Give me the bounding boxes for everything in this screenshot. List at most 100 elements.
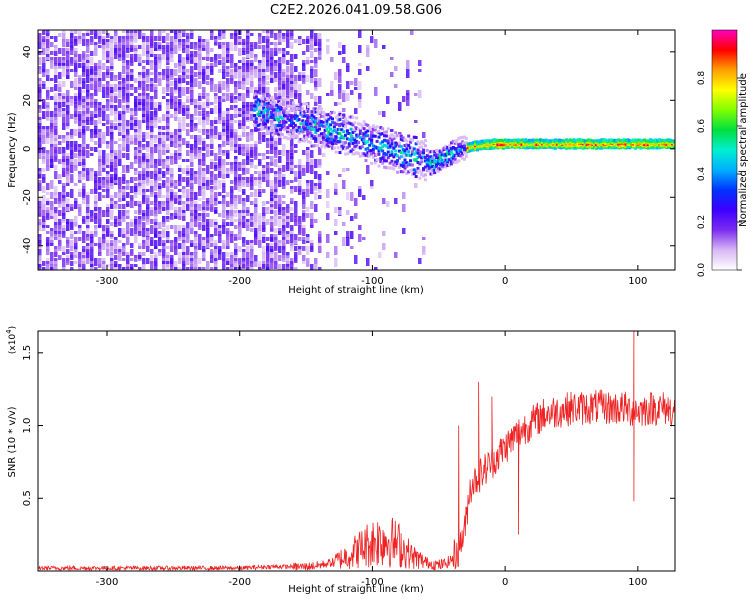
- heatmap-cell: [126, 99, 130, 102]
- heatmap-cell: [78, 192, 82, 197]
- heatmap-cell: [114, 264, 118, 267]
- signal-trace-cell: [299, 111, 303, 115]
- heatmap-cell: [174, 267, 178, 270]
- heatmap-cell: [202, 186, 206, 195]
- heatmap-cell: [54, 111, 58, 115]
- signal-trace-cell: [503, 138, 507, 142]
- heatmap-cell: [142, 135, 146, 138]
- heatmap-cell: [38, 183, 42, 191]
- signal-trace-cell: [425, 164, 429, 168]
- signal-trace-cell: [327, 130, 331, 134]
- signal-trace-cell: [643, 142, 647, 146]
- heatmap-cell: [222, 153, 226, 156]
- heatmap-cell: [66, 105, 70, 114]
- heatmap-cell: [74, 117, 78, 121]
- signal-trace-cell: [615, 146, 619, 150]
- heatmap-cell: [162, 126, 166, 130]
- heatmap-cell: [110, 48, 114, 57]
- signal-trace-cell: [403, 143, 407, 147]
- signal-trace-cell: [600, 139, 604, 143]
- heatmap-cell: [146, 126, 150, 130]
- heatmap-cell: [286, 72, 290, 77]
- signal-trace-cell: [526, 139, 530, 143]
- heatmap-cell: [310, 219, 314, 226]
- heatmap-cell: [118, 90, 122, 98]
- heatmap-cell: [138, 159, 142, 164]
- signal-trace-cell: [433, 168, 437, 172]
- heatmap-cell: [190, 75, 194, 83]
- heatmap-cell: [246, 258, 250, 266]
- signal-trace-cell: [481, 146, 485, 150]
- signal-trace-cell: [409, 163, 413, 167]
- heatmap-cell: [138, 162, 142, 168]
- heatmap-cell: [198, 51, 202, 55]
- signal-trace-cell: [453, 160, 457, 164]
- signal-trace-cell: [459, 149, 463, 153]
- heatmap-cell: [170, 30, 174, 33]
- heatmap-cell: [286, 222, 290, 228]
- heatmap-cell: [50, 243, 54, 246]
- signal-trace-cell: [297, 131, 301, 135]
- signal-trace-cell: [252, 104, 256, 108]
- heatmap-cell: [126, 108, 130, 113]
- heatmap-cell: [190, 129, 194, 132]
- signal-trace-cell: [589, 145, 593, 149]
- heatmap-cell: [298, 39, 302, 44]
- heatmap-cell: [46, 57, 50, 60]
- heatmap-cell: [114, 204, 118, 209]
- heatmap-cell: [138, 186, 142, 191]
- heatmap-cell: [262, 234, 266, 238]
- signal-trace-cell: [399, 144, 403, 148]
- heatmap-cell: [274, 213, 278, 218]
- signal-trace-cell: [633, 144, 637, 148]
- heatmap-cell: [214, 267, 218, 270]
- heatmap-cell: [78, 156, 82, 162]
- signal-trace-cell: [399, 137, 403, 141]
- heatmap-cell: [206, 222, 210, 229]
- signal-trace-cell: [312, 136, 316, 140]
- heatmap-cell: [82, 90, 86, 93]
- signal-trace-cell: [403, 168, 407, 172]
- heatmap-cell: [358, 30, 362, 38]
- heatmap-cell: [198, 153, 202, 158]
- heatmap-cell: [278, 96, 282, 101]
- heatmap-cell: [270, 204, 274, 208]
- heatmap-cell: [278, 132, 282, 140]
- heatmap-cell: [302, 189, 306, 194]
- signal-trace-cell: [366, 146, 370, 150]
- heatmap-cell: [126, 63, 130, 70]
- heatmap-cell: [62, 231, 66, 236]
- heatmap-cell: [86, 42, 90, 47]
- heatmap-cell: [182, 189, 186, 198]
- heatmap-cell: [234, 96, 238, 100]
- heatmap-cell: [166, 231, 170, 239]
- heatmap-cell: [106, 84, 110, 87]
- heatmap-cell: [78, 78, 82, 84]
- signal-trace-cell: [306, 140, 310, 144]
- heatmap-cell: [170, 141, 174, 147]
- heatmap-cell: [138, 183, 142, 188]
- heatmap-cell: [90, 168, 94, 172]
- heatmap-cell: [282, 144, 286, 152]
- heatmap-cell: [162, 165, 166, 169]
- heatmap-cell: [118, 138, 122, 141]
- heatmap-cell: [282, 120, 286, 127]
- heatmap-cell: [82, 249, 86, 254]
- heatmap-cells: [38, 30, 426, 270]
- signal-trace-cell: [269, 96, 273, 100]
- signal-trace-cell: [557, 141, 561, 145]
- signal-trace-cell: [319, 141, 323, 145]
- heatmap-cell: [194, 54, 198, 58]
- heatmap-cell: [138, 132, 142, 137]
- heatmap-cell: [342, 168, 346, 172]
- heatmap-cell: [94, 114, 98, 118]
- heatmap-cell: [130, 48, 134, 52]
- signal-trace-cell: [423, 155, 427, 159]
- heatmap-cell: [154, 144, 158, 147]
- heatmap-cell: [126, 129, 130, 134]
- heatmap-cell: [130, 243, 134, 248]
- heatmap-cell: [218, 171, 222, 178]
- heatmap-cell: [46, 78, 50, 81]
- signal-trace-cell: [412, 172, 416, 176]
- heatmap-cell: [134, 234, 138, 243]
